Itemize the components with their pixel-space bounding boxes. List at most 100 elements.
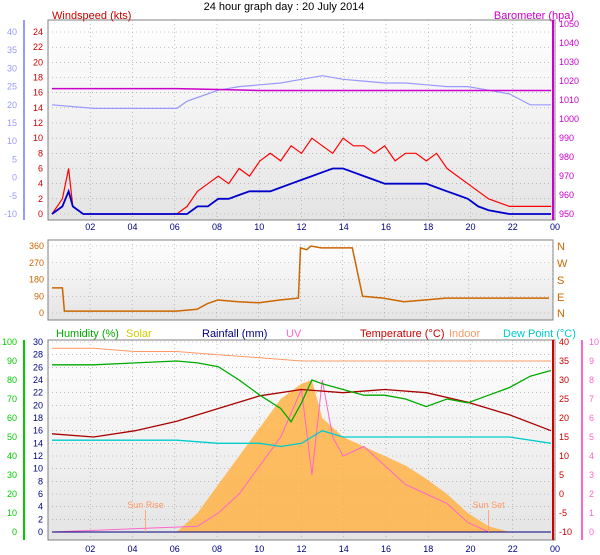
wind-x-tick-label: 04 (127, 222, 137, 232)
climate-x-tick-label: 12 (296, 544, 306, 554)
climate-x-tick-label: 10 (254, 544, 264, 554)
wind-tick-label: 12 (33, 118, 43, 128)
humidity-tick-label: 10 (7, 508, 17, 518)
wind-baro-panel: -10-505101520253035400246810121416182022… (4, 10, 579, 232)
temperature-tick-label: 40 (559, 337, 569, 347)
rain-tick-label: 24 (33, 375, 43, 385)
climate-x-tick-label: 14 (339, 544, 349, 554)
temperature-tick-label: -5 (559, 508, 567, 518)
compass-label: N (557, 241, 565, 253)
baro-tick-label: 1040 (559, 38, 579, 48)
climate-x-tick-label: 06 (170, 544, 180, 554)
climate-panel: 0102030405060708090100024681012141618202… (2, 328, 599, 554)
compass-label: S (557, 275, 564, 287)
baro-tick-label: 950 (559, 209, 574, 219)
wind-x-tick-label: 06 (170, 222, 180, 232)
compass-label: W (557, 258, 568, 270)
legend-entry: Solar (126, 328, 152, 340)
wind-outer-tick-label: 5 (12, 154, 17, 164)
wind-x-tick-label: 18 (423, 222, 433, 232)
wind-direction-line (52, 245, 549, 312)
winddir-tick-label: 360 (29, 241, 44, 251)
baro-tick-label: 1030 (559, 57, 579, 67)
baro-tick-label: 1010 (559, 95, 579, 105)
rain-tick-label: 10 (33, 464, 43, 474)
wind-x-tick-label: 20 (465, 222, 475, 232)
temperature-tick-label: 30 (559, 375, 569, 385)
uv-line (51, 379, 551, 533)
rain-tick-label: 12 (33, 451, 43, 461)
wind-x-tick-label: 10 (254, 222, 264, 232)
humidity-tick-label: 80 (7, 375, 17, 385)
uv-tick-label: 5 (589, 432, 594, 442)
wind-x-tick-label: 16 (381, 222, 391, 232)
legend-entry: Dew Point (°C) (503, 328, 576, 340)
barometer-axis-label: Barometer (hpa) (494, 10, 574, 22)
baro-tick-label: 990 (559, 133, 574, 143)
wind-outer-tick-label: 40 (7, 27, 17, 37)
wind-tick-label: 14 (33, 103, 43, 113)
rain-tick-label: 14 (33, 438, 43, 448)
uv-tick-label: 8 (589, 375, 594, 385)
wind-outer-tick-label: 10 (7, 136, 17, 146)
winddir-tick-label: 270 (29, 258, 44, 268)
wind-outer-tick-label: 15 (7, 118, 17, 128)
legend-entry: Rainfall (mm) (202, 328, 267, 340)
wind-outer-tick-label: 35 (7, 45, 17, 55)
dewpoint-line (52, 429, 552, 448)
winddir-tick-label: 90 (34, 291, 44, 301)
humidity-tick-label: 100 (2, 337, 17, 347)
rain-tick-label: 4 (38, 502, 43, 512)
baro-tick-label: 1050 (559, 19, 579, 29)
wind-x-tick-label: 08 (212, 222, 222, 232)
uv-tick-label: 3 (589, 470, 594, 480)
baro-tick-label: 1020 (559, 76, 579, 86)
uv-tick-label: 7 (589, 394, 594, 404)
legend-entry: Temperature (°C) (360, 328, 444, 340)
wind-outer-tick-label: 0 (12, 173, 17, 183)
humidity-tick-label: 70 (7, 394, 17, 404)
uv-tick-label: 10 (589, 337, 599, 347)
temperature-tick-label: 25 (559, 394, 569, 404)
graph-title: 24 hour graph day : 20 July 2014 (204, 1, 365, 13)
uv-tick-label: 6 (589, 413, 594, 423)
uv-tick-label: 9 (589, 356, 594, 366)
climate-x-tick-label: 04 (127, 544, 137, 554)
climate-x-tick-label: 08 (212, 544, 222, 554)
wind-outer-tick-label: 30 (7, 63, 17, 73)
compass-label: E (557, 292, 564, 304)
sunrise-label: Sun Rise (127, 500, 164, 510)
background-wind-line (51, 75, 551, 109)
indoor-line (52, 347, 551, 362)
wind-tick-label: 6 (38, 164, 43, 174)
rain-tick-label: 30 (33, 337, 43, 347)
wind-tick-label: 24 (33, 27, 43, 37)
rain-tick-label: 0 (38, 527, 43, 537)
wind-tick-label: 2 (38, 194, 43, 204)
uv-tick-label: 4 (589, 451, 594, 461)
climate-x-tick-label: 00 (550, 544, 560, 554)
rain-tick-label: 18 (33, 413, 43, 423)
wind-outer-tick-label: 25 (7, 82, 17, 92)
wind-x-tick-label: 12 (296, 222, 306, 232)
uv-tick-label: 1 (589, 508, 594, 518)
climate-x-tick-label: 16 (381, 544, 391, 554)
legend-entry: Humidity (%) (56, 328, 119, 340)
wind-tick-label: 4 (38, 179, 43, 189)
temperature-tick-label: 5 (559, 470, 564, 480)
wind-tick-label: 0 (38, 209, 43, 219)
rain-tick-label: 2 (38, 514, 43, 524)
climate-x-tick-label: 20 (465, 544, 475, 554)
sunset-label: Sun Set (473, 500, 506, 510)
winddir-tick-label: 0 (39, 308, 44, 318)
humidity-tick-label: 60 (7, 413, 17, 423)
wind-x-tick-label: 00 (550, 222, 560, 232)
humidity-tick-label: 20 (7, 489, 17, 499)
humidity-tick-label: 50 (7, 432, 17, 442)
humidity-tick-label: 30 (7, 470, 17, 480)
rain-tick-label: 8 (38, 476, 43, 486)
temperature-tick-label: 35 (559, 356, 569, 366)
wind-outer-tick-label: -10 (4, 209, 17, 219)
